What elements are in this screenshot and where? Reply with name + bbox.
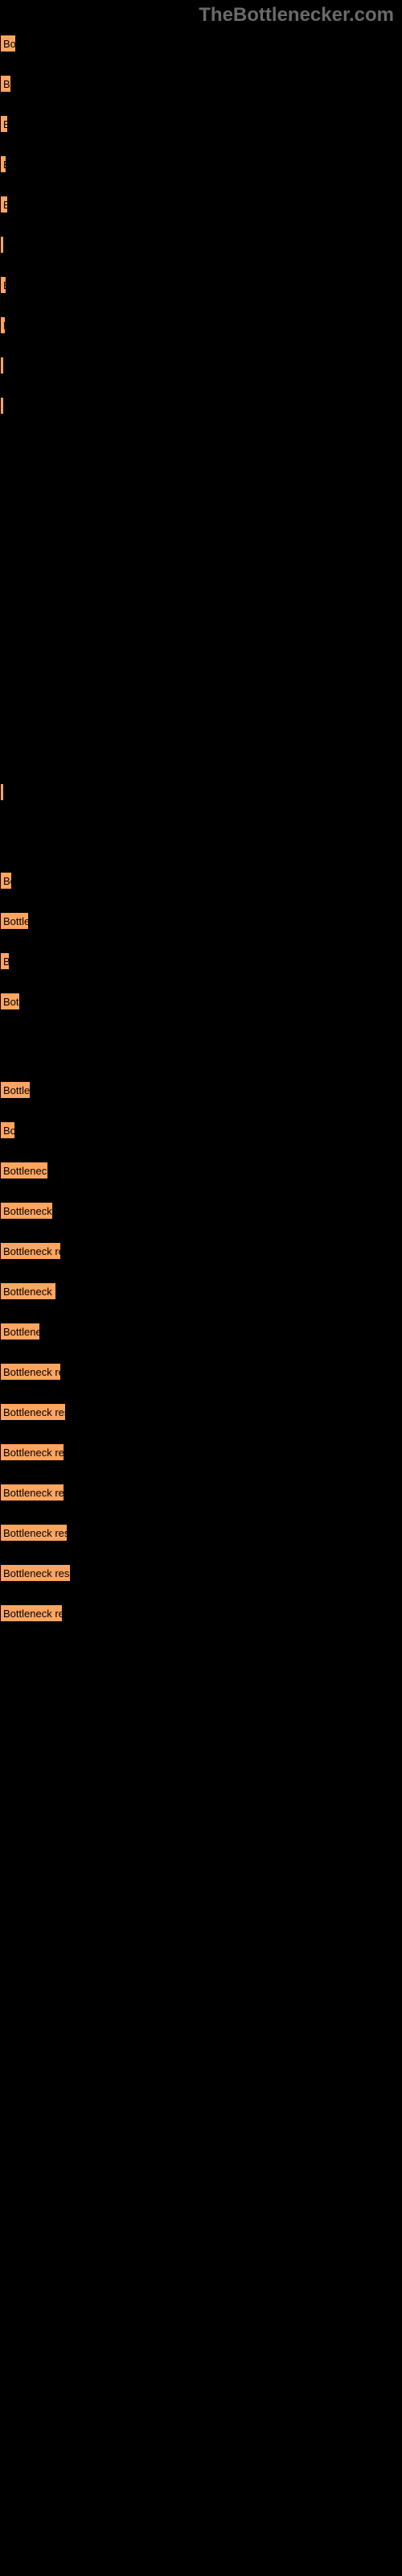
bar-row: B (0, 276, 402, 294)
bar-row: B (0, 155, 402, 173)
bar: Bottleneck res (0, 1363, 61, 1381)
bar: Bottleneck resul (0, 1403, 66, 1421)
bar-row: Bottleneck r (0, 1202, 402, 1220)
bar: Bottleneck re (0, 1282, 56, 1300)
bar-label: Bottleneck resul (3, 1406, 66, 1418)
bar: Bottleneck (0, 1162, 48, 1179)
bar-label: Bottleneck results (3, 1567, 71, 1579)
bar (0, 357, 4, 374)
header: TheBottlenecker.com (0, 0, 402, 27)
bar-label: B (3, 159, 6, 171)
bar: Bo (0, 872, 12, 890)
bar-row: Bo (0, 872, 402, 890)
bar: Bottleneck resul (0, 1484, 64, 1501)
bar-row (0, 1033, 402, 1081)
bar-row: Bottleneck res (0, 1242, 402, 1260)
bar: Bottleneck resu (0, 1443, 64, 1461)
bar-row: Bottlened (0, 1323, 402, 1340)
bar-row: Bottler (0, 1081, 402, 1099)
bar-label: B (3, 118, 8, 130)
bar-row: Bot (0, 993, 402, 1010)
bar: B (0, 276, 6, 294)
bar-label: Bottleneck result (3, 1527, 68, 1539)
bar-row: B (0, 952, 402, 970)
bar-row: Bottleneck result (0, 1524, 402, 1542)
bar: B (0, 115, 8, 133)
bar-label: Bottler (3, 1084, 31, 1096)
bar-row: B (0, 196, 402, 213)
bar-label: Bo (3, 1125, 15, 1137)
bar: Bottler (0, 1081, 31, 1099)
bar-label: Bot (3, 996, 19, 1008)
bar: B (0, 155, 6, 173)
bar: Bottlened (0, 1323, 40, 1340)
bar-row: Bottleneck re (0, 1282, 402, 1300)
bar-label: B (3, 320, 6, 332)
bar-label: Bottleneck re (3, 1286, 56, 1298)
bar: Bo (0, 75, 11, 93)
bar-row: Bottleneck resu (0, 1443, 402, 1461)
bar-row (0, 357, 402, 374)
bar-row (0, 236, 402, 254)
bar-label: Bottleneck res (3, 1608, 63, 1620)
bar-label: B (3, 279, 6, 291)
bar-label: Bottle (3, 915, 29, 927)
bar-row: Bottle (0, 912, 402, 930)
bar-chart: Bo Bo B B B B B Bo Bottle B Bot Bottler Bo Bottleneck… (0, 27, 402, 1622)
bar: B (0, 952, 10, 970)
bar-label: Bottleneck (3, 1165, 48, 1177)
bar-row: B (0, 115, 402, 133)
bar-label: B (3, 199, 8, 211)
bar-label: Bottleneck r (3, 1205, 53, 1217)
bar-label: Bottleneck res (3, 1245, 61, 1257)
bar-label: Bo (3, 38, 16, 50)
bar: Bottleneck results (0, 1564, 71, 1582)
bar-row: B (0, 316, 402, 334)
bar-row (0, 397, 402, 415)
bar-row (0, 437, 402, 783)
bar-row: Bottleneck res (0, 1363, 402, 1381)
bar: Bottle (0, 912, 29, 930)
bar-label: B (3, 956, 10, 968)
bar: B (0, 196, 8, 213)
site-title: TheBottlenecker.com (199, 4, 394, 26)
bar-label: Bo (3, 875, 12, 887)
bar: B (0, 316, 6, 334)
bar-row: Bottleneck results (0, 1564, 402, 1582)
bar-label: Bottlened (3, 1326, 40, 1338)
bar: Bottleneck res (0, 1242, 61, 1260)
bar-label: Bottleneck resu (3, 1447, 64, 1459)
bar-row: Bottleneck resul (0, 1403, 402, 1421)
bar (0, 236, 4, 254)
bar-row: Bottleneck res (0, 1604, 402, 1622)
bar-label: Bottleneck res (3, 1366, 61, 1378)
bar-label: Bottleneck resul (3, 1487, 64, 1499)
bar-row (0, 824, 402, 872)
bar-row: Bottleneck resul (0, 1484, 402, 1501)
bar-row: Bo (0, 75, 402, 93)
bar-row: Bo (0, 35, 402, 52)
bar: Bottleneck result (0, 1524, 68, 1542)
bar-label: Bo (3, 78, 11, 90)
bar: Bottleneck r (0, 1202, 53, 1220)
bar: Bo (0, 35, 16, 52)
bar: Bottleneck res (0, 1604, 63, 1622)
bar: Bo (0, 1121, 15, 1139)
bar (0, 783, 4, 801)
bar-row (0, 783, 402, 801)
bar (0, 397, 4, 415)
bar: Bot (0, 993, 20, 1010)
bar-row: Bo (0, 1121, 402, 1139)
bar-row: Bottleneck (0, 1162, 402, 1179)
